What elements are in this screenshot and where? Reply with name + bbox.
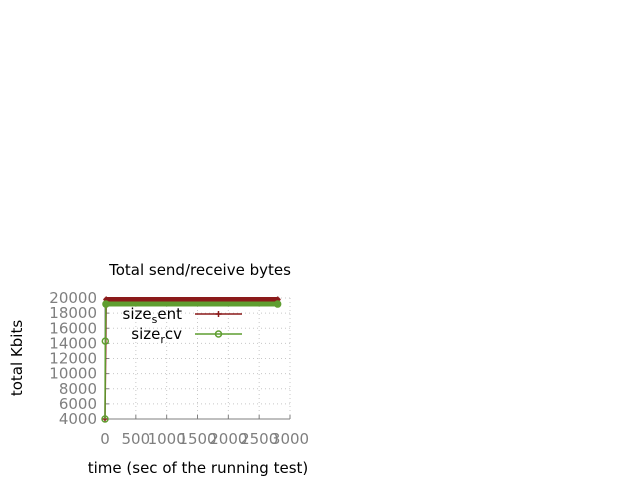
y-tick-label: 6000 — [59, 395, 97, 413]
y-tick-label: 14000 — [49, 334, 97, 352]
legend-label: sizesent — [123, 305, 183, 326]
legend-swatch-marker — [215, 311, 222, 317]
x-tick-label: 500 — [122, 430, 151, 448]
x-tick-label: 3000 — [271, 430, 309, 448]
legend-label-subscript: s — [152, 313, 158, 326]
legend-entry-size-sent: sizesent — [123, 305, 242, 326]
legend-label-rest: cv — [165, 325, 182, 343]
y-tick-label: 12000 — [49, 350, 97, 368]
legend-swatch-marker — [214, 330, 223, 338]
y-axis-label: total Kbits — [8, 320, 26, 396]
legend-label-base: size — [123, 305, 152, 323]
y-tick-label: 16000 — [49, 319, 97, 337]
data-point — [102, 300, 110, 308]
legend-label: sizercv — [131, 325, 182, 346]
y-tick-label: 10000 — [49, 365, 97, 383]
x-axis-label: time (sec of the running test) — [88, 459, 309, 477]
x-tick-label: 2500 — [240, 430, 278, 448]
series-size-rcv — [101, 300, 282, 423]
y-tick-label: 20000 — [49, 289, 97, 307]
legend-label-base: size — [131, 325, 160, 343]
legend-entry-size-rcv: sizercv — [131, 325, 242, 346]
x-tick-label: 1000 — [148, 430, 186, 448]
x-tick-label: 1500 — [178, 430, 216, 448]
data-point — [101, 337, 110, 345]
y-tick-label: 18000 — [49, 304, 97, 322]
y-tick-label: 8000 — [59, 380, 97, 398]
data-point — [101, 415, 109, 423]
x-tick-label: 0 — [100, 430, 110, 448]
legend-label-subscript: r — [160, 333, 165, 346]
labels: Total send/receive bytes time (sec of th… — [8, 261, 308, 477]
y-tick-label: 4000 — [59, 410, 97, 428]
series-group — [101, 296, 282, 423]
x-tick-label: 2000 — [209, 430, 247, 448]
legend-label-rest: ent — [157, 305, 182, 323]
data-point — [273, 300, 282, 308]
chart-title: Total send/receive bytes — [108, 261, 291, 279]
